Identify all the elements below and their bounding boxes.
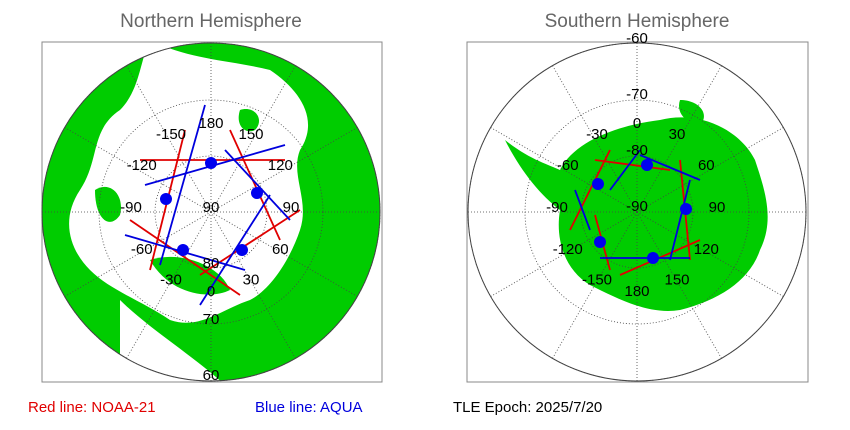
lon-label: 90 xyxy=(283,199,300,216)
lat-label: 70 xyxy=(203,311,220,328)
south-frame xyxy=(466,41,809,383)
lat-label: -80 xyxy=(626,142,648,159)
lon-label: -60 xyxy=(131,241,153,258)
lat-label: 80 xyxy=(203,255,220,272)
lat-label: -90 xyxy=(626,198,648,215)
grid-meridian xyxy=(490,211,638,297)
lon-label: 30 xyxy=(243,272,260,289)
lon-label: 90 xyxy=(709,199,726,216)
north-grid xyxy=(41,42,381,382)
lon-label: -90 xyxy=(120,199,142,216)
grid-meridian xyxy=(64,211,212,297)
grid-meridian xyxy=(552,65,638,213)
grid-meridian xyxy=(552,211,638,359)
panel-title: Southern Hemisphere xyxy=(545,11,730,32)
legend-red: Red line: NOAA-21 xyxy=(28,399,156,416)
lat-label: -70 xyxy=(626,86,648,103)
north-land xyxy=(42,43,380,381)
grid-meridian xyxy=(64,127,212,213)
grid-meridian xyxy=(126,211,212,359)
south-tracks xyxy=(569,149,701,276)
lon-label: 60 xyxy=(698,157,715,174)
lon-label: -150 xyxy=(582,272,612,289)
lon-label: 180 xyxy=(198,115,223,132)
grid-meridian xyxy=(210,211,296,359)
grid-meridian xyxy=(210,211,358,297)
north-tracks xyxy=(124,104,301,306)
lon-label: 30 xyxy=(669,126,686,143)
lon-label: 60 xyxy=(272,241,289,258)
lat-label: 90 xyxy=(203,199,220,216)
lon-label: -30 xyxy=(160,272,182,289)
grid-meridian xyxy=(126,65,212,213)
lon-label: 180 xyxy=(624,283,649,300)
grid-meridian xyxy=(636,127,784,213)
lon-label: -30 xyxy=(586,126,608,143)
lon-label: -60 xyxy=(557,157,579,174)
lon-label: 0 xyxy=(207,283,215,300)
lat-label: 60 xyxy=(203,367,220,384)
lon-label: 120 xyxy=(268,157,293,174)
grid-meridian xyxy=(210,65,296,213)
legend-blue: Blue line: AQUA xyxy=(255,399,363,416)
south-land xyxy=(505,100,768,311)
lon-label: -90 xyxy=(546,199,568,216)
south-grid xyxy=(467,42,807,382)
epoch: TLE Epoch: 2025/7/20 xyxy=(453,399,602,416)
panel-title: Northern Hemisphere xyxy=(120,11,302,32)
lon-label: 0 xyxy=(633,115,641,132)
labels: Northern Hemisphere 180 150 120 90 60 30 0 -30 -6… xyxy=(120,11,729,384)
lat-label: -60 xyxy=(626,30,648,47)
lon-label: 150 xyxy=(238,126,263,143)
grid-meridian xyxy=(636,211,722,359)
grid-meridian xyxy=(636,65,722,213)
grid-meridian xyxy=(636,211,784,297)
lon-label: 150 xyxy=(664,272,689,289)
lon-label: 120 xyxy=(694,241,719,258)
lon-label: -150 xyxy=(156,126,186,143)
grid-meridian xyxy=(490,127,638,213)
lon-label: -120 xyxy=(553,241,583,258)
grid-meridian xyxy=(210,127,358,213)
lon-label: -120 xyxy=(127,157,157,174)
